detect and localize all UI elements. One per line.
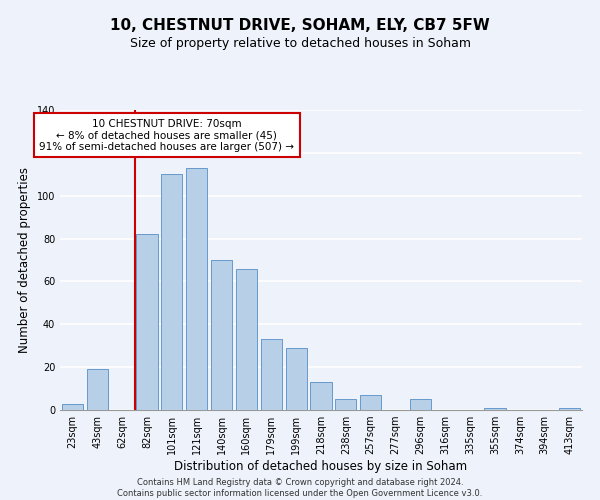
Text: 10, CHESTNUT DRIVE, SOHAM, ELY, CB7 5FW: 10, CHESTNUT DRIVE, SOHAM, ELY, CB7 5FW [110,18,490,32]
Bar [87,370,108,410]
Text: Size of property relative to detached houses in Soham: Size of property relative to detached ho… [130,38,470,51]
Bar [236,268,257,410]
Y-axis label: Number of detached properties: Number of detached properties [18,167,31,353]
Bar [410,400,431,410]
Bar [360,395,381,410]
Text: Contains HM Land Registry data © Crown copyright and database right 2024.
Contai: Contains HM Land Registry data © Crown c… [118,478,482,498]
Bar [484,408,506,410]
Bar [261,340,282,410]
Bar [310,382,332,410]
Bar [136,234,158,410]
Bar [286,348,307,410]
X-axis label: Distribution of detached houses by size in Soham: Distribution of detached houses by size … [175,460,467,473]
Bar [186,168,207,410]
Bar [335,400,356,410]
Bar [161,174,182,410]
Bar [62,404,83,410]
Bar [559,408,580,410]
Text: 10 CHESTNUT DRIVE: 70sqm
← 8% of detached houses are smaller (45)
91% of semi-de: 10 CHESTNUT DRIVE: 70sqm ← 8% of detache… [40,118,295,152]
Bar [211,260,232,410]
